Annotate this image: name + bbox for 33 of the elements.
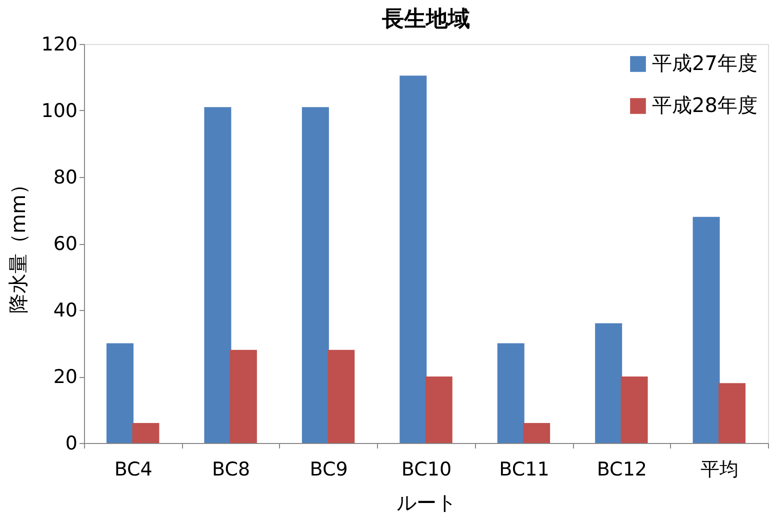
y-axis-title: 降水量（mm）	[6, 174, 30, 314]
y-tick-label: 20	[53, 366, 78, 388]
bar	[230, 350, 257, 443]
bar	[718, 383, 746, 443]
bar	[204, 107, 232, 443]
bar	[523, 423, 550, 443]
x-tick-label: BC11	[499, 458, 550, 480]
legend-label: 平成27年度	[652, 51, 758, 75]
x-tick-label: BC10	[401, 458, 452, 480]
x-tick-label: BC9	[310, 458, 348, 480]
bar	[620, 376, 648, 443]
x-tick-label: 平均	[700, 458, 739, 480]
x-axis-title: ルート	[396, 490, 456, 514]
bar	[692, 216, 720, 443]
y-tick-label: 100	[41, 100, 78, 122]
x-tick-label: BC4	[114, 458, 152, 480]
x-tick-label: BC8	[212, 458, 250, 480]
y-tick-label: 80	[53, 166, 78, 188]
bar	[497, 343, 524, 443]
x-tick-label: BC12	[596, 458, 648, 480]
chart-title: 長生地域	[381, 7, 470, 32]
y-tick-label: 40	[53, 300, 78, 322]
bar	[328, 350, 355, 443]
bar	[302, 107, 329, 443]
y-tick-label: 60	[53, 233, 78, 255]
bar	[425, 376, 452, 443]
y-tick-label: 0	[65, 432, 78, 454]
bar	[400, 76, 427, 443]
bar	[106, 343, 134, 443]
legend-label: 平成28年度	[652, 93, 758, 117]
bar	[132, 423, 160, 443]
y-tick-label: 120	[41, 34, 78, 56]
bar	[595, 323, 622, 443]
